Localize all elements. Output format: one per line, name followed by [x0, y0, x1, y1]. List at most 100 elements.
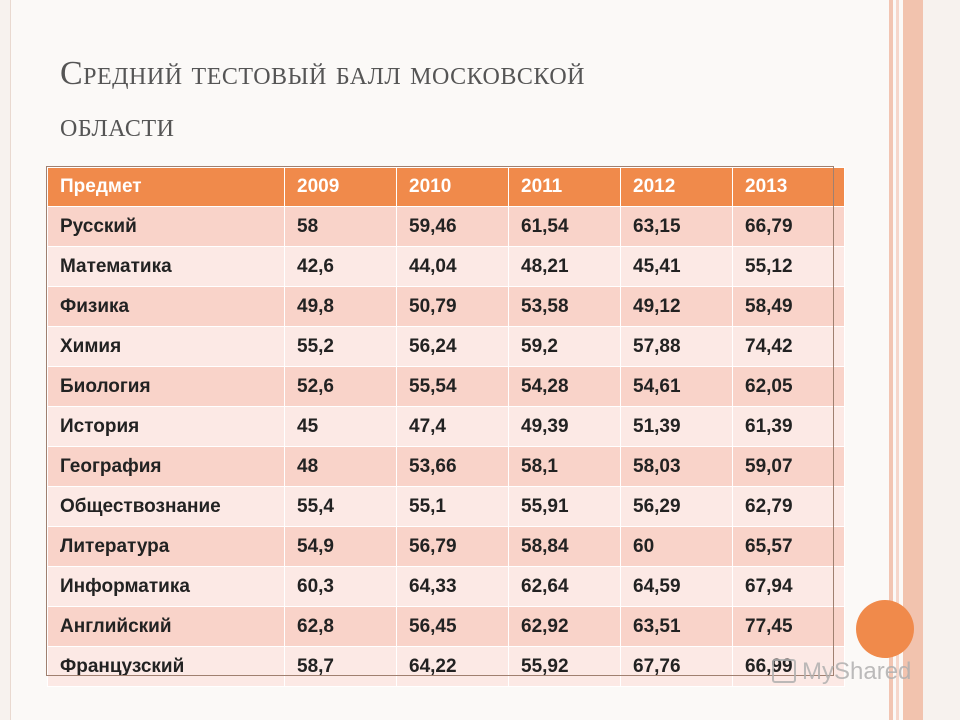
score-cell: 63,15 [620, 206, 733, 247]
score-cell: 62,64 [508, 566, 621, 607]
score-cell: 62,05 [732, 366, 845, 407]
score-cell: 58 [284, 206, 397, 247]
score-cell: 61,54 [508, 206, 621, 247]
score-cell: 62,92 [508, 606, 621, 647]
subject-cell: Обществознание [47, 486, 285, 527]
score-cell: 53,58 [508, 286, 621, 327]
score-cell: 55,54 [396, 366, 509, 407]
header-cell: 2009 [284, 167, 397, 207]
header-cell: Предмет [47, 167, 285, 207]
score-cell: 64,33 [396, 566, 509, 607]
score-cell: 56,79 [396, 526, 509, 567]
score-cell: 58,1 [508, 446, 621, 487]
score-cell: 74,42 [732, 326, 845, 367]
score-cell: 50,79 [396, 286, 509, 327]
score-cell: 60 [620, 526, 733, 567]
score-cell: 48 [284, 446, 397, 487]
subject-cell: Русский [47, 206, 285, 247]
score-cell: 66,79 [732, 206, 845, 247]
score-cell: 53,66 [396, 446, 509, 487]
stripe [889, 0, 893, 720]
subject-cell: Биология [47, 366, 285, 407]
score-cell: 58,7 [284, 646, 397, 687]
table-row: Математика 42,6 44,04 48,21 45,41 55,12 [47, 246, 845, 287]
score-cell: 56,45 [396, 606, 509, 647]
score-cell: 47,4 [396, 406, 509, 447]
score-cell: 62,8 [284, 606, 397, 647]
subject-cell: Литература [47, 526, 285, 567]
subject-cell: История [47, 406, 285, 447]
score-cell: 59,07 [732, 446, 845, 487]
score-cell: 60,3 [284, 566, 397, 607]
header-cell: 2010 [396, 167, 509, 207]
score-cell: 77,45 [732, 606, 845, 647]
score-cell: 66,99 [732, 646, 845, 687]
subject-cell: География [47, 446, 285, 487]
score-cell: 54,9 [284, 526, 397, 567]
score-cell: 61,39 [732, 406, 845, 447]
subject-cell: Химия [47, 326, 285, 367]
score-cell: 55,2 [284, 326, 397, 367]
score-cell: 55,12 [732, 246, 845, 287]
table-row: География 48 53,66 58,1 58,03 59,07 [47, 446, 845, 487]
score-cell: 56,29 [620, 486, 733, 527]
score-cell: 58,84 [508, 526, 621, 567]
score-cell: 63,51 [620, 606, 733, 647]
table-header-row: Предмет 2009 2010 2011 2012 2013 [47, 167, 845, 207]
score-cell: 55,1 [396, 486, 509, 527]
table-row: Английский 62,8 56,45 62,92 63,51 77,45 [47, 606, 845, 647]
title-line-1: Средний тестовый балл московской [60, 55, 585, 92]
score-cell: 49,39 [508, 406, 621, 447]
stripe [896, 0, 899, 720]
watermark: MyShared [772, 658, 911, 686]
score-cell: 45,41 [620, 246, 733, 287]
slide-title: Средний тестовый балл московской области [60, 48, 840, 152]
header-cell: 2011 [508, 167, 621, 207]
score-cell: 67,76 [620, 646, 733, 687]
table-row: Физика 49,8 50,79 53,58 49,12 58,49 [47, 286, 845, 327]
score-cell: 51,39 [620, 406, 733, 447]
score-cell: 58,49 [732, 286, 845, 327]
table-row: Обществознание 55,4 55,1 55,91 56,29 62,79 [47, 486, 845, 527]
score-cell: 52,6 [284, 366, 397, 407]
subject-cell: Математика [47, 246, 285, 287]
decorative-circle [856, 600, 914, 658]
subject-cell: Физика [47, 286, 285, 327]
score-cell: 59,2 [508, 326, 621, 367]
score-cell: 45 [284, 406, 397, 447]
title-line-2: области [60, 107, 175, 144]
table-row: Биология 52,6 55,54 54,28 54,61 62,05 [47, 366, 845, 407]
score-cell: 49,8 [284, 286, 397, 327]
decorative-stripes [889, 0, 923, 720]
score-cell: 65,57 [732, 526, 845, 567]
watermark-logo-icon [772, 659, 796, 683]
score-cell: 49,12 [620, 286, 733, 327]
table-row: Французский 58,7 64,22 55,92 67,76 66,99 [47, 646, 845, 687]
watermark-text: MyShared [802, 658, 912, 685]
score-cell: 56,24 [396, 326, 509, 367]
scores-table: Предмет 2009 2010 2011 2012 2013 Русский… [47, 167, 845, 687]
table-row: История 45 47,4 49,39 51,39 61,39 [47, 406, 845, 447]
score-cell: 54,28 [508, 366, 621, 407]
score-cell: 54,61 [620, 366, 733, 407]
score-cell: 55,92 [508, 646, 621, 687]
table-row: Информатика 60,3 64,33 62,64 64,59 67,94 [47, 566, 845, 607]
score-cell: 57,88 [620, 326, 733, 367]
score-cell: 42,6 [284, 246, 397, 287]
score-cell: 59,46 [396, 206, 509, 247]
score-cell: 58,03 [620, 446, 733, 487]
stripe [903, 0, 923, 720]
subject-cell: Информатика [47, 566, 285, 607]
table-row: Химия 55,2 56,24 59,2 57,88 74,42 [47, 326, 845, 367]
table-row: Русский 58 59,46 61,54 63,15 66,79 [47, 206, 845, 247]
score-cell: 67,94 [732, 566, 845, 607]
header-cell: 2012 [620, 167, 733, 207]
score-cell: 64,59 [620, 566, 733, 607]
score-cell: 55,91 [508, 486, 621, 527]
header-cell: 2013 [732, 167, 845, 207]
subject-cell: Английский [47, 606, 285, 647]
score-cell: 44,04 [396, 246, 509, 287]
subject-cell: Французский [47, 646, 285, 687]
score-cell: 55,4 [284, 486, 397, 527]
score-cell: 48,21 [508, 246, 621, 287]
